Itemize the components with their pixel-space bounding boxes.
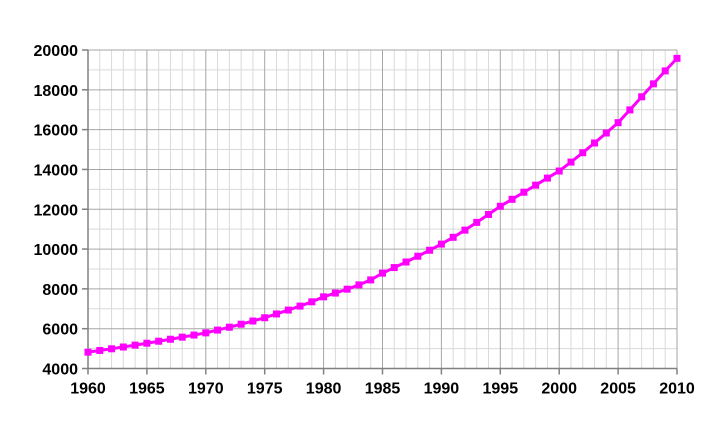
data-point-marker bbox=[84, 348, 92, 356]
y-tick-label: 18000 bbox=[34, 83, 79, 100]
data-point-marker bbox=[379, 269, 386, 277]
data-point-marker bbox=[437, 240, 445, 248]
data-point-marker bbox=[119, 343, 127, 351]
data-point-marker bbox=[178, 333, 186, 341]
data-point-marker bbox=[331, 289, 339, 297]
data-point-marker bbox=[614, 119, 622, 127]
x-tick-label: 1980 bbox=[306, 381, 342, 398]
x-tick-label: 1960 bbox=[70, 381, 106, 398]
data-point-marker bbox=[166, 335, 174, 343]
data-point-marker bbox=[261, 314, 269, 322]
x-tick-label: 1965 bbox=[129, 381, 165, 398]
data-point-marker bbox=[308, 298, 316, 306]
data-point-marker bbox=[485, 210, 493, 218]
y-tick-label: 8000 bbox=[42, 282, 78, 299]
data-point-marker bbox=[555, 167, 563, 175]
data-point-marker bbox=[673, 54, 681, 62]
data-point-marker bbox=[108, 345, 116, 353]
x-tick-label: 2010 bbox=[659, 381, 695, 398]
data-point-marker bbox=[249, 317, 257, 325]
data-point-marker bbox=[237, 320, 245, 328]
y-tick-label: 14000 bbox=[34, 162, 79, 179]
data-point-marker bbox=[96, 346, 104, 354]
x-tick-label: 1975 bbox=[247, 381, 283, 398]
y-tick-label: 6000 bbox=[42, 322, 78, 339]
data-point-marker bbox=[367, 276, 375, 284]
data-point-marker bbox=[402, 258, 410, 266]
data-point-marker bbox=[508, 195, 516, 203]
x-tick-label: 2000 bbox=[541, 381, 577, 398]
data-point-marker bbox=[661, 67, 669, 75]
data-point-marker bbox=[543, 174, 551, 182]
data-point-marker bbox=[520, 188, 528, 196]
y-tick-label: 10000 bbox=[34, 242, 79, 259]
data-point-marker bbox=[567, 158, 575, 166]
data-point-marker bbox=[532, 181, 540, 189]
data-point-marker bbox=[390, 264, 398, 272]
data-point-marker bbox=[284, 306, 292, 314]
data-point-marker bbox=[320, 293, 328, 301]
data-point-marker bbox=[272, 310, 280, 318]
data-point-marker bbox=[649, 80, 657, 88]
data-point-marker bbox=[225, 323, 233, 331]
data-point-marker bbox=[602, 129, 610, 137]
data-point-marker bbox=[473, 218, 481, 226]
data-point-marker bbox=[426, 246, 434, 254]
data-point-marker bbox=[202, 329, 210, 337]
data-point-marker bbox=[638, 93, 646, 101]
x-tick-label: 1995 bbox=[483, 381, 519, 398]
data-point-marker bbox=[296, 302, 304, 310]
y-tick-label: 16000 bbox=[34, 123, 79, 140]
data-point-marker bbox=[155, 337, 163, 345]
y-tick-label: 4000 bbox=[42, 362, 78, 379]
x-tick-label: 2005 bbox=[600, 381, 636, 398]
data-point-marker bbox=[190, 331, 198, 339]
data-point-marker bbox=[591, 139, 599, 147]
data-point-marker bbox=[626, 106, 634, 114]
y-tick-label: 12000 bbox=[34, 202, 79, 219]
data-point-marker bbox=[343, 285, 351, 293]
data-point-marker bbox=[579, 149, 587, 157]
data-point-marker bbox=[449, 233, 457, 241]
data-point-marker bbox=[461, 226, 469, 234]
data-point-marker bbox=[496, 202, 504, 210]
data-point-marker bbox=[214, 326, 222, 334]
data-point-marker bbox=[414, 252, 422, 260]
data-point-marker bbox=[131, 341, 139, 349]
x-tick-label: 1970 bbox=[188, 381, 224, 398]
data-point-marker bbox=[143, 339, 151, 347]
data-point-marker bbox=[355, 281, 363, 289]
x-tick-label: 1985 bbox=[365, 381, 401, 398]
x-tick-label: 1990 bbox=[424, 381, 460, 398]
y-tick-label: 20000 bbox=[34, 43, 79, 60]
